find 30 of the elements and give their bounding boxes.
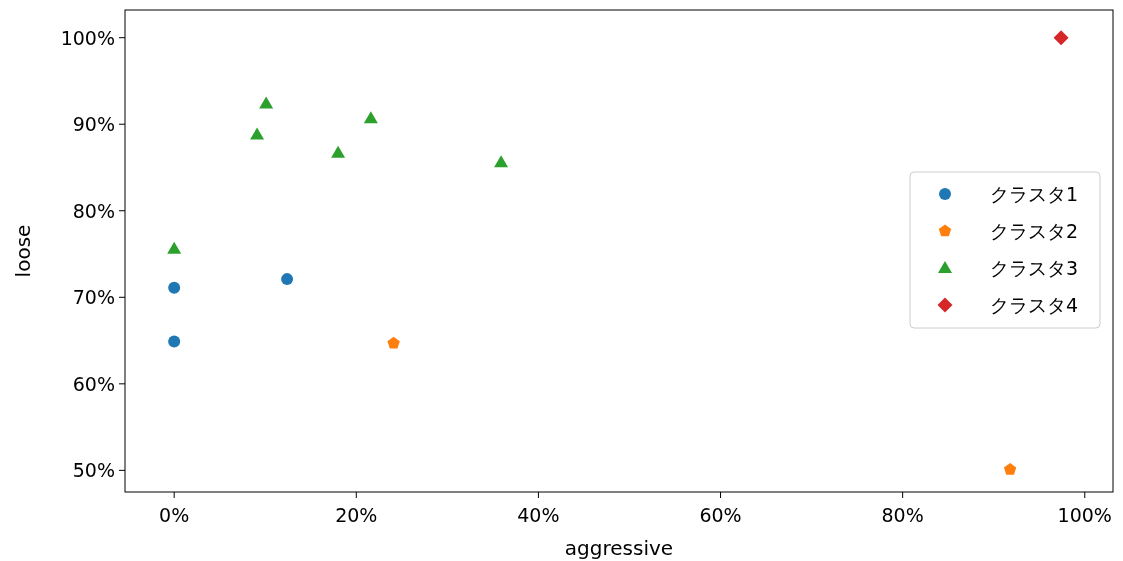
x-tick-label: 80% [881, 504, 924, 526]
point [168, 335, 181, 348]
x-tick-label: 60% [699, 504, 742, 526]
point [363, 111, 378, 124]
y-tick-label: 90% [72, 113, 115, 136]
legend-label: クラスタ4 [990, 294, 1079, 316]
point [250, 127, 265, 140]
point [387, 336, 400, 349]
x-tick-label: 0% [159, 504, 190, 526]
legend-label: クラスタ3 [990, 257, 1079, 279]
point [259, 96, 274, 109]
y-tick-label: 80% [72, 199, 115, 222]
x-tick-label: 40% [517, 504, 560, 526]
x-axis-title: aggressive [564, 536, 674, 560]
y-tick-label: 70% [72, 286, 115, 309]
legend-label: クラスタ2 [990, 220, 1079, 242]
point [1003, 463, 1017, 475]
point [167, 241, 182, 254]
point [168, 281, 181, 294]
y-axis-title: loose [11, 224, 35, 278]
point [494, 155, 509, 168]
legend-label: クラスタ1 [990, 183, 1079, 205]
y-tick-label: 100% [60, 26, 115, 49]
point [1053, 30, 1069, 46]
x-tick-label: 100% [1057, 504, 1112, 526]
point [281, 273, 294, 286]
x-tick-label: 20% [335, 504, 378, 526]
y-tick-label: 50% [72, 459, 115, 482]
point [331, 145, 346, 158]
y-tick-label: 60% [72, 372, 115, 395]
